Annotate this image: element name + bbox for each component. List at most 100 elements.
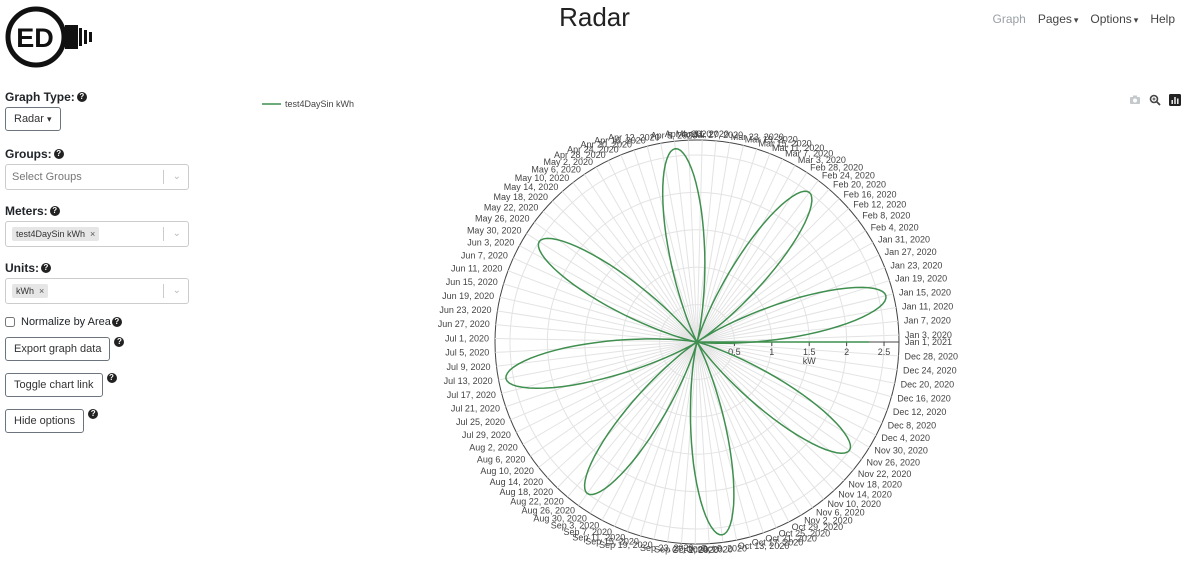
polar-spoke bbox=[578, 341, 698, 506]
polar-spoke bbox=[696, 334, 899, 343]
chevron-down-icon[interactable]: ⌄ bbox=[172, 228, 181, 239]
polar-spoke bbox=[696, 158, 784, 343]
polar-spoke bbox=[526, 233, 698, 343]
help-icon[interactable]: ? bbox=[49, 206, 60, 216]
series-petal bbox=[537, 237, 698, 343]
polar-grid-ring bbox=[584, 229, 810, 455]
angular-tick-label: Jun 7, 2020 bbox=[461, 250, 508, 260]
angular-tick-label: Feb 4, 2020 bbox=[871, 222, 919, 232]
help-icon[interactable]: ? bbox=[41, 263, 51, 273]
unit-chip: kWh × bbox=[12, 284, 49, 298]
angular-tick-label: Aug 18, 2020 bbox=[500, 487, 554, 497]
hide-options-button[interactable]: Hide options bbox=[5, 409, 85, 433]
angular-tick-label: Feb 20, 2020 bbox=[833, 180, 886, 190]
polar-spoke bbox=[626, 341, 698, 532]
polar-spoke bbox=[696, 267, 885, 343]
radial-tick-label: 1 bbox=[769, 347, 774, 357]
polar-spoke bbox=[696, 341, 724, 543]
angular-tick-label: May 14, 2020 bbox=[504, 182, 559, 192]
help-icon[interactable]: ? bbox=[76, 92, 87, 102]
polar-spoke bbox=[680, 341, 698, 544]
chevron-down-icon[interactable]: ⌄ bbox=[172, 171, 181, 182]
select-divider bbox=[163, 284, 164, 298]
polar-grid-ring bbox=[659, 304, 735, 380]
export-graph-button[interactable]: Export graph data bbox=[5, 337, 111, 361]
angular-tick-label: Mar 15, 2020 bbox=[759, 138, 812, 148]
angular-tick-label: Aug 2, 2020 bbox=[469, 443, 518, 453]
polar-grid-ring bbox=[509, 154, 885, 530]
plotly-logo-icon[interactable] bbox=[1169, 93, 1181, 106]
help-icon[interactable]: ? bbox=[111, 317, 122, 327]
help-icon[interactable]: ? bbox=[53, 149, 64, 159]
polar-spoke bbox=[696, 341, 870, 448]
polar-spoke bbox=[534, 221, 698, 343]
polar-spoke bbox=[696, 341, 777, 528]
polar-spoke bbox=[696, 172, 808, 343]
angular-tick-label: Jan 23, 2020 bbox=[890, 260, 942, 270]
angular-tick-label: Mar 11, 2020 bbox=[772, 143, 824, 153]
angular-tick-label: Apr 20, 2020 bbox=[580, 139, 632, 149]
series-petal bbox=[583, 341, 698, 496]
polar-spoke bbox=[519, 245, 698, 343]
angular-tick-label: Sep 11, 2020 bbox=[572, 532, 625, 542]
polar-spoke bbox=[607, 160, 698, 343]
remove-icon[interactable]: × bbox=[90, 229, 96, 239]
polar-spoke bbox=[696, 180, 819, 343]
polar-spoke bbox=[495, 341, 698, 353]
help-icon[interactable]: ? bbox=[106, 373, 117, 383]
angular-tick-label: Apr 24, 2020 bbox=[567, 144, 619, 154]
nav-pages[interactable]: Pages bbox=[1038, 12, 1079, 26]
polar-spoke bbox=[522, 341, 698, 445]
nav-graph[interactable]: Graph bbox=[992, 12, 1026, 26]
polar-spoke bbox=[696, 306, 897, 343]
help-icon[interactable]: ? bbox=[114, 337, 125, 347]
groups-select[interactable]: Select Groups ⌄ bbox=[5, 164, 189, 190]
angular-tick-label: Sep 3, 2020 bbox=[551, 521, 600, 531]
graph-type-dropdown[interactable]: Radar bbox=[5, 107, 61, 131]
meter-chip-label: test4DaySin kWh bbox=[16, 229, 86, 239]
angular-tick-label: Jan 31, 2020 bbox=[878, 235, 930, 245]
angular-tick-label: Aug 14, 2020 bbox=[490, 477, 544, 487]
polar-spoke bbox=[589, 341, 698, 514]
angular-tick-label: Jan 1, 2021 bbox=[905, 337, 952, 347]
polar-spoke bbox=[687, 140, 698, 343]
angular-tick-label: Jan 15, 2020 bbox=[899, 287, 951, 297]
angular-tick-label: Aug 10, 2020 bbox=[480, 466, 534, 476]
polar-spoke bbox=[696, 208, 850, 343]
help-icon[interactable]: ? bbox=[88, 409, 99, 419]
angular-tick-label: Mar 23, 2020 bbox=[731, 132, 784, 142]
remove-icon[interactable]: × bbox=[39, 286, 45, 296]
angular-tick-label: Feb 28, 2020 bbox=[810, 162, 863, 172]
angular-tick-label: Dec 20, 2020 bbox=[901, 380, 955, 390]
normalize-checkbox[interactable] bbox=[5, 317, 15, 327]
polar-spoke bbox=[496, 341, 698, 367]
graph-type-heading: Graph Type:? bbox=[5, 90, 195, 104]
units-select[interactable]: kWh × ⌄ bbox=[5, 278, 189, 304]
nav-options[interactable]: Options bbox=[1090, 12, 1138, 26]
angular-tick-label: Jul 17, 2020 bbox=[447, 390, 496, 400]
angular-tick-label: May 6, 2020 bbox=[531, 164, 581, 174]
angular-tick-label: Jun 3, 2020 bbox=[467, 238, 514, 248]
polar-outer-ring bbox=[494, 139, 900, 545]
camera-icon[interactable] bbox=[1129, 93, 1141, 105]
nav-help[interactable]: Help bbox=[1150, 12, 1175, 26]
polar-spoke bbox=[696, 341, 862, 460]
meters-select[interactable]: test4DaySin kWh × ⌄ bbox=[5, 221, 189, 247]
chevron-down-icon[interactable]: ⌄ bbox=[172, 285, 181, 296]
polar-spoke bbox=[696, 188, 830, 343]
groups-placeholder: Select Groups bbox=[12, 171, 82, 183]
angular-tick-label: Apr 8, 2020 bbox=[651, 130, 698, 140]
polar-spoke bbox=[556, 341, 698, 489]
polar-spoke bbox=[696, 280, 890, 343]
toggle-chart-link-button[interactable]: Toggle chart link bbox=[5, 373, 103, 397]
angular-tick-label: Jul 21, 2020 bbox=[451, 404, 500, 414]
series-petal bbox=[696, 341, 852, 454]
angular-tick-label: Jul 29, 2020 bbox=[462, 430, 511, 440]
polar-spoke bbox=[542, 210, 698, 343]
polar-spoke bbox=[567, 341, 698, 498]
polar-grid-ring bbox=[621, 266, 773, 418]
zoom-icon[interactable] bbox=[1149, 93, 1161, 106]
polar-spoke bbox=[516, 341, 698, 433]
angular-tick-label: Nov 6, 2020 bbox=[816, 508, 865, 518]
angular-tick-label: Apr 16, 2020 bbox=[594, 135, 646, 145]
